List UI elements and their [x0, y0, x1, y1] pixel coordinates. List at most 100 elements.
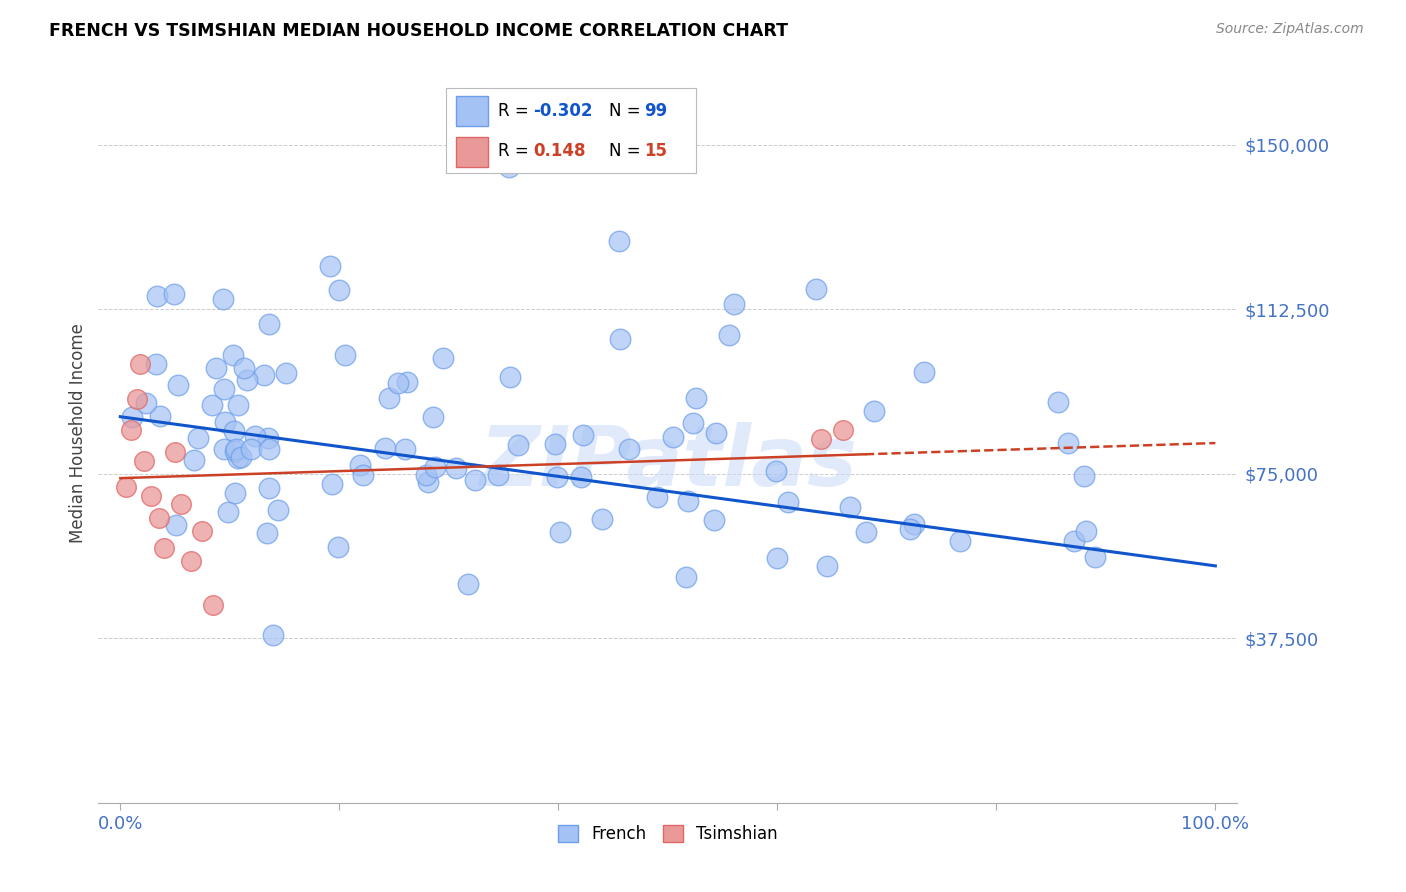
Point: [425, 460, 447, 475]
Point: [1073, 468, 1095, 483]
Point: [662, 430, 685, 444]
Point: [134, 453, 156, 467]
Point: [231, 450, 253, 464]
Point: [457, 576, 479, 591]
Point: [486, 467, 509, 482]
Point: [506, 437, 529, 451]
Point: [685, 391, 707, 405]
Point: [569, 470, 592, 484]
Point: [609, 332, 631, 346]
Point: [432, 351, 454, 366]
Point: [226, 398, 249, 412]
Point: [378, 391, 401, 405]
Point: [257, 442, 280, 456]
Point: [645, 490, 668, 504]
Point: [146, 288, 169, 302]
Point: [444, 461, 467, 475]
Point: [328, 283, 350, 297]
Point: [125, 392, 148, 406]
Point: [374, 442, 396, 456]
Point: [607, 234, 630, 248]
Point: [352, 468, 374, 483]
Point: [205, 361, 228, 376]
Point: [165, 518, 187, 533]
Point: [804, 283, 827, 297]
Point: [387, 376, 409, 391]
Point: [257, 318, 280, 332]
Point: [544, 437, 567, 451]
Point: [169, 498, 191, 512]
Point: [226, 450, 249, 465]
Point: [810, 432, 832, 446]
Point: [252, 368, 274, 383]
Point: [415, 468, 437, 483]
Point: [225, 442, 247, 457]
Point: [222, 348, 245, 362]
Point: [224, 486, 246, 500]
Point: [166, 378, 188, 392]
Point: [212, 382, 235, 396]
Point: [262, 628, 284, 642]
Point: [217, 505, 239, 519]
Point: [163, 287, 186, 301]
Point: [191, 524, 214, 538]
Point: [187, 431, 209, 445]
Point: [148, 510, 170, 524]
Point: [321, 476, 343, 491]
Point: [333, 348, 356, 362]
Point: [349, 458, 371, 472]
Point: [257, 481, 280, 495]
Point: [422, 409, 444, 424]
Text: Source: ZipAtlas.com: Source: ZipAtlas.com: [1216, 22, 1364, 37]
Point: [778, 494, 800, 508]
Point: [114, 480, 136, 494]
Point: [224, 443, 246, 458]
Point: [548, 524, 571, 539]
Point: [149, 409, 172, 423]
Point: [165, 445, 187, 459]
Text: ZIPatlas: ZIPatlas: [479, 422, 856, 503]
Point: [546, 470, 568, 484]
Point: [464, 473, 486, 487]
Point: [224, 424, 246, 438]
Point: [838, 500, 860, 515]
Point: [120, 423, 142, 437]
Legend: French, Tsimshian: French, Tsimshian: [551, 819, 785, 850]
Point: [1047, 395, 1070, 409]
Point: [1076, 524, 1098, 538]
Point: [766, 551, 789, 566]
Point: [257, 432, 280, 446]
Point: [326, 540, 349, 554]
Point: [498, 370, 520, 384]
Point: [235, 374, 257, 388]
Point: [591, 512, 613, 526]
Point: [718, 328, 741, 343]
Point: [898, 522, 921, 536]
Point: [211, 292, 233, 306]
Point: [498, 160, 520, 174]
Point: [704, 425, 727, 440]
Point: [239, 442, 262, 456]
Point: [1084, 549, 1107, 564]
Point: [571, 427, 593, 442]
Point: [682, 416, 704, 430]
Point: [214, 442, 236, 457]
Point: [617, 442, 640, 456]
Point: [416, 475, 439, 489]
Point: [396, 376, 419, 390]
Point: [675, 570, 697, 584]
Point: [815, 558, 838, 573]
Text: FRENCH VS TSIMSHIAN MEDIAN HOUSEHOLD INCOME CORRELATION CHART: FRENCH VS TSIMSHIAN MEDIAN HOUSEHOLD INC…: [49, 22, 789, 40]
Point: [180, 554, 202, 568]
Point: [862, 404, 884, 418]
Point: [153, 541, 176, 556]
Point: [135, 396, 157, 410]
Point: [139, 489, 162, 503]
Point: [903, 516, 925, 531]
Point: [949, 533, 972, 548]
Point: [319, 259, 342, 273]
Point: [232, 360, 254, 375]
Point: [394, 442, 416, 457]
Point: [202, 599, 225, 613]
Point: [256, 526, 278, 541]
